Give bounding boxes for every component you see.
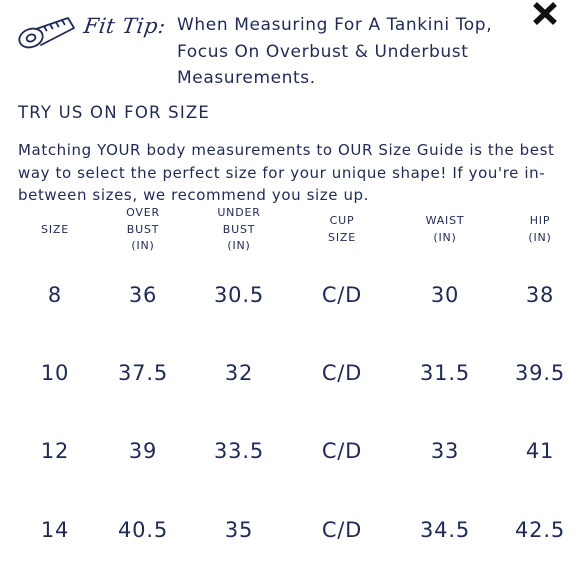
header-over-bust: OVER BUST (IN): [126, 206, 160, 252]
section-heading: TRY US ON FOR SIZE: [18, 103, 211, 122]
cell-waist: 31.5: [420, 361, 470, 385]
cell-cup-size: C/D: [321, 283, 363, 307]
cell-hip: 39.5: [515, 361, 565, 385]
cell-hip: 42.5: [515, 518, 565, 542]
cell-size: 10: [40, 361, 70, 385]
header-waist: WAIST (IN): [425, 214, 465, 244]
cell-hip: 38: [525, 283, 555, 307]
header-hip: HIP (IN): [528, 214, 552, 244]
cell-over-bust: 40.5: [118, 518, 168, 542]
cell-waist: 33: [430, 439, 460, 463]
close-button[interactable]: [529, 0, 561, 28]
intro-paragraph: Matching YOUR body measurements to OUR S…: [18, 141, 555, 204]
measuring-tape-icon: [18, 17, 75, 49]
cell-size: 8: [47, 283, 63, 307]
cell-over-bust: 36: [128, 283, 158, 307]
fit-tip-text: When Measuring For A Tankini Top, Focus …: [177, 15, 493, 88]
cell-under-bust: 35: [224, 518, 254, 542]
header-size: SIZE: [41, 223, 69, 236]
cell-size: 14: [40, 518, 70, 542]
cell-under-bust: 33.5: [214, 439, 264, 463]
cell-over-bust: 39: [128, 439, 158, 463]
cell-cup-size: C/D: [321, 361, 363, 385]
header-cup-size: CUP SIZE: [328, 214, 356, 244]
cell-waist: 34.5: [420, 518, 470, 542]
cell-hip: 41: [525, 439, 555, 463]
cell-cup-size: C/D: [321, 518, 363, 542]
cell-size: 12: [40, 439, 70, 463]
header-under-bust: UNDER BUST (IN): [217, 206, 261, 252]
cell-waist: 30: [430, 283, 460, 307]
cell-under-bust: 32: [224, 361, 254, 385]
close-icon: [533, 2, 557, 25]
cell-cup-size: C/D: [321, 439, 363, 463]
cell-over-bust: 37.5: [118, 361, 168, 385]
cell-under-bust: 30.5: [214, 283, 264, 307]
